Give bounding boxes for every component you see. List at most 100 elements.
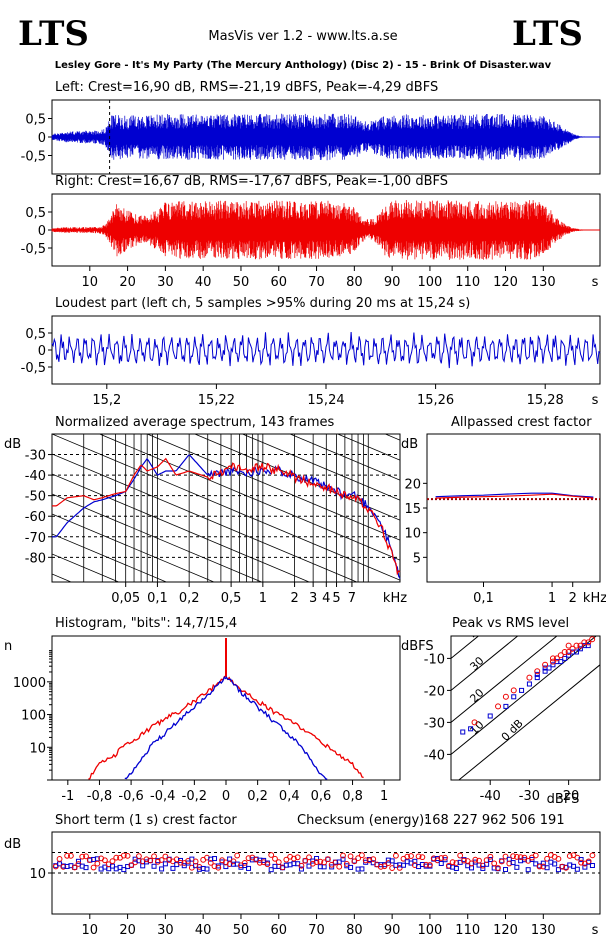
histogram-xtick-label: -0,2	[182, 789, 207, 804]
right-xtick-label: 120	[493, 275, 518, 290]
spectrum-xtick-label: 5	[332, 591, 340, 606]
stc-right-point	[136, 853, 142, 860]
stc-right-point	[442, 854, 448, 861]
chart-allpassed-crest: Allpassed crest factor dB 20 15 10 5 0,1 1 2 kHz	[401, 415, 606, 606]
pvr-diagonal-line	[451, 636, 597, 756]
stc-left-point	[75, 858, 81, 864]
spectrum-xtick-label: 7	[348, 591, 356, 606]
histogram-left-trace-positive	[225, 676, 328, 780]
stc-right-point	[313, 859, 320, 865]
allpassed-ytick-label: 5	[413, 551, 421, 566]
pvr-left-point	[534, 671, 540, 677]
stc-right-point	[472, 856, 479, 863]
stc-right-point	[495, 865, 501, 871]
pvr-right-point	[561, 649, 568, 655]
pvr-right-point	[526, 674, 533, 681]
stc-checksum-value: 168 227 962 506 191	[424, 813, 565, 828]
stc-right-point	[389, 865, 396, 871]
stc-left-point	[348, 864, 354, 870]
stc-left-point	[246, 865, 252, 871]
stc-left-point	[189, 856, 195, 862]
stc-right-point	[343, 861, 350, 867]
spectrum-xtick-label: 0,05	[111, 591, 140, 606]
spectrum-left-trace	[52, 454, 401, 579]
right-xtick-label: 10	[82, 275, 99, 290]
spectrum-right-trace	[52, 457, 401, 576]
spectrum-xtick-label: 3	[309, 591, 317, 606]
pvr-right-point	[549, 658, 556, 665]
allpassed-ylabel: dB	[401, 437, 418, 452]
spectrum-slope-line	[52, 553, 120, 582]
stc-right-point	[60, 863, 67, 870]
pvr-left-point	[546, 665, 552, 671]
spectrum-ytick-label: -80	[25, 551, 46, 566]
pvr-left-point	[519, 687, 525, 693]
stc-right-point	[86, 857, 93, 863]
spectrum-xtick-label: 1	[259, 591, 267, 606]
chart-left-waveform: Left: Crest=16,90 dB, RMS=-21,19 dBFS, P…	[21, 80, 601, 175]
stc-right-point	[362, 857, 369, 864]
spectrum-ytick-label: -40	[25, 469, 46, 484]
right-xtick-label: 110	[455, 275, 480, 290]
pvr-ytick-label: -20	[424, 684, 445, 699]
stc-left-point	[298, 866, 304, 872]
stc-right-point	[423, 861, 430, 868]
stc-right-point	[253, 856, 259, 863]
stc-xtick-label: 60	[270, 923, 287, 938]
stc-right-point	[294, 854, 301, 861]
stc-left-point	[514, 864, 520, 870]
stc-right-point	[173, 856, 180, 863]
pvr-right-point	[534, 668, 541, 675]
stc-left-point	[544, 865, 550, 871]
stc-right-point	[393, 852, 399, 859]
left-ytick-label: 0,5	[25, 113, 46, 128]
chart-peak-vs-rms: Peak vs RMS leveldBFSdBFS-10-20-30-40-40…	[401, 616, 601, 807]
histogram-xtick-label: 1	[380, 789, 388, 804]
stc-right-point	[453, 860, 460, 866]
pvr-right-point	[581, 639, 588, 646]
stc-right-point	[264, 861, 271, 868]
pvr-left-point	[534, 675, 540, 681]
stc-left-point	[510, 860, 516, 866]
pvr-ytick-label: -10	[424, 652, 445, 667]
stc-right-point	[317, 858, 324, 865]
stc-left-point	[552, 861, 558, 867]
stc-right-point	[525, 857, 532, 864]
stc-right-point	[241, 859, 248, 866]
pvr-diagonal-label: 0 dB	[499, 717, 526, 744]
stc-right-point	[321, 859, 328, 866]
stc-right-point	[540, 863, 547, 870]
logo-left: LTS	[18, 14, 89, 54]
stc-left-point	[480, 865, 486, 871]
stc-ylabel: dB	[4, 837, 21, 852]
stc-left-point	[359, 866, 365, 872]
pvr-left-point	[558, 659, 564, 665]
histogram-ytick-label: 10	[29, 741, 46, 756]
pvr-left-point	[542, 668, 548, 674]
stc-right-point	[513, 854, 520, 860]
stc-right-point	[192, 858, 199, 865]
stc-right-point	[351, 858, 358, 865]
allpassed-ytick-label: 15	[404, 502, 421, 517]
stc-checksum-label: Checksum (energy):	[297, 813, 429, 828]
pvr-left-point	[550, 662, 556, 668]
stc-xtick-label: 30	[157, 923, 174, 938]
stc-left-point	[242, 863, 248, 869]
stc-left-point	[540, 860, 546, 866]
allpassed-xtick-label: 0,1	[473, 591, 494, 606]
pvr-right-point	[565, 642, 572, 649]
stc-right-point	[158, 857, 165, 863]
pvr-right-point	[502, 693, 509, 700]
pvr-left-point	[511, 694, 517, 700]
stc-right-point	[124, 852, 131, 859]
stc-right-point	[109, 858, 116, 865]
stc-right-point	[56, 856, 63, 862]
loudest-title: Loudest part (left ch, 5 samples >95% du…	[55, 296, 470, 311]
stc-left-point	[109, 863, 115, 869]
stc-ytick-label: 10	[29, 867, 46, 882]
pvr-xtick-label: -20	[558, 789, 579, 804]
spectrum-xunit-label: kHz	[383, 591, 407, 606]
histogram-xtick-label: -1	[61, 789, 74, 804]
stc-xtick-label: 130	[531, 923, 556, 938]
stc-left-point	[162, 861, 168, 867]
